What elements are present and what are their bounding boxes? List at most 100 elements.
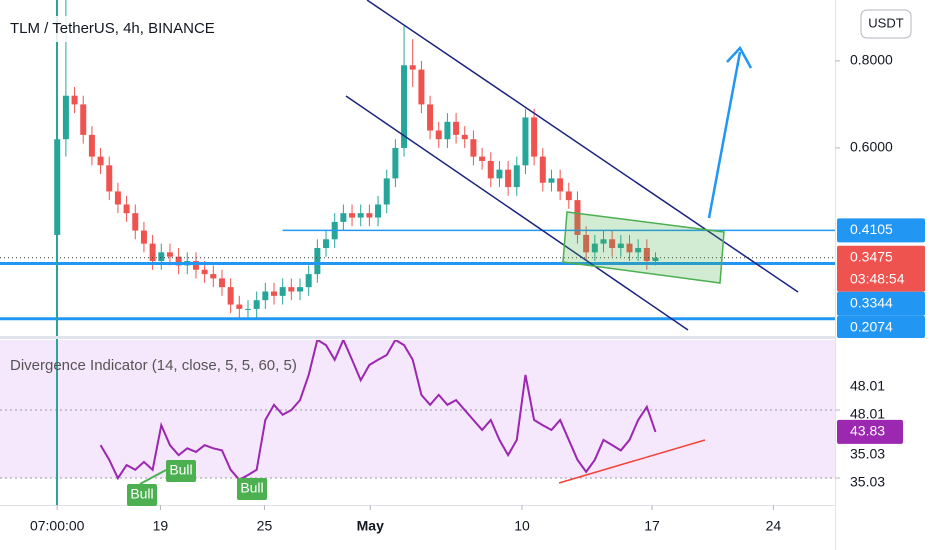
candle-body [140,230,147,244]
x-tick-label: May [357,518,384,534]
chart-title: TLM / TetherUS, 4h, BINANCE [10,20,215,37]
annotation: Bull [240,480,263,496]
candle-body [201,269,208,275]
y-tick-label: 35.03 [850,446,885,462]
currency[interactable]: USDT [868,15,903,30]
candle-body [80,104,87,135]
x-tick-label: 10 [514,518,530,534]
level-label: 0.4105 [850,221,893,237]
candle-body [166,252,173,257]
title-bg [4,16,236,42]
level-label: 0.2074 [850,318,893,334]
x-tick-label: 17 [644,518,660,534]
candle-body [470,139,477,157]
candle-body [253,300,260,309]
annotation: Bull [169,462,192,478]
channel-lower [345,95,689,331]
candle-body [652,257,659,262]
candle-body [418,69,425,105]
candle-body [548,178,555,183]
y-tick-label: 48.01 [850,378,885,394]
candle-body [123,204,130,214]
candle-body [106,165,113,192]
level-label: 0.3344 [850,294,893,310]
x-tick-label: 25 [257,518,273,534]
x-tick-label: 24 [766,518,782,534]
candle-body [305,274,312,288]
candle-body [218,278,225,288]
candle-body [591,243,598,253]
indicator-value-box [837,419,903,444]
candle-body [531,117,538,157]
candle-body [401,65,408,148]
candle-body [314,247,321,275]
candle-body [340,213,347,222]
candle-body [236,304,243,309]
annotation-link [139,469,167,485]
annotation-box [127,484,157,506]
level-box [837,315,925,338]
candle-body [626,243,633,253]
candle-body [375,204,382,218]
y-tick-label: 0.6000 [850,139,893,155]
indicator-band [0,340,835,479]
candle-body [366,213,373,218]
candle-body [383,178,390,205]
candle-body [192,261,199,270]
candle-body [617,243,624,248]
candle-body [479,156,486,161]
channel-upper [366,0,799,293]
level-box [837,218,925,243]
candle-body [149,243,156,262]
candle-body [583,234,590,253]
candle-body [557,178,564,192]
candle-body [574,200,581,235]
candle-body [487,160,494,179]
candle-body [62,95,69,140]
y-tick-label: 48.01 [850,406,885,422]
trendline [558,439,706,484]
indicator-value-label: 43.83 [850,423,885,439]
candle-body [461,134,468,140]
candle-body [409,65,416,70]
drawings [345,0,799,331]
consolidation-box [562,211,725,284]
candle-body [435,130,442,140]
candle-body [635,247,642,253]
level-box [837,291,925,316]
candle-body [158,252,165,262]
candle-body [453,121,460,135]
candle-body [522,117,529,166]
candle-body [175,256,182,266]
annotation: Bull [130,486,153,502]
indicator-line [99,340,657,482]
candle-body [97,156,104,166]
arrow-head [726,45,753,69]
indicator-title: Divergence Indicator (14, close, 5, 5, 6… [10,357,297,374]
candle-body [288,287,295,292]
candle-body [427,104,434,131]
candle-body [392,147,399,179]
candle-body [496,169,503,179]
candle-body [244,308,251,310]
y-tick-label: 0.8000 [850,52,893,68]
countdown: 03:48:54 [850,270,905,286]
candle-body [357,213,364,218]
candle-body [349,213,356,218]
candle-body [114,191,121,205]
candle-body [210,274,217,279]
annotation-box [166,460,196,482]
arrow [707,51,742,219]
candle-body [270,291,277,296]
candle-body [323,239,330,248]
candle-body [297,287,304,292]
candle-body [71,95,78,105]
currency-button[interactable] [860,9,912,39]
candle-body [643,247,650,262]
candle-body [262,291,269,301]
annotation-box [237,478,267,500]
candle-body [279,287,286,296]
last-price-box [837,245,925,292]
candle-body [227,287,234,305]
